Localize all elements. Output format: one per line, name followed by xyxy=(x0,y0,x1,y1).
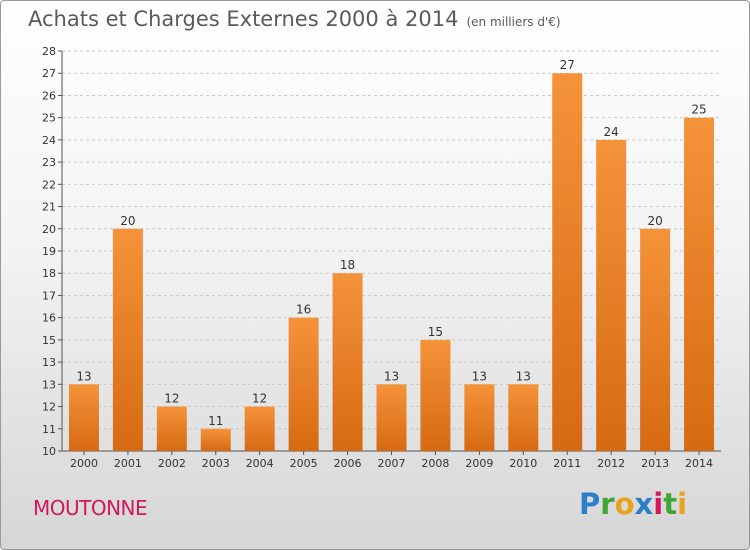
bar-value-label: 11 xyxy=(208,414,223,428)
y-tick-label: 17 xyxy=(42,289,56,302)
bar xyxy=(376,384,407,451)
bar-value-label: 20 xyxy=(647,214,662,228)
bar-value-label: 12 xyxy=(252,392,267,406)
bar xyxy=(68,384,99,451)
bar-value-label: 13 xyxy=(472,369,487,383)
x-tick-label: 2003 xyxy=(202,457,230,470)
y-tick-label: 11 xyxy=(42,423,56,436)
bar-value-label: 13 xyxy=(384,369,399,383)
logo-letter: o xyxy=(614,487,635,521)
bar-value-label: 16 xyxy=(296,303,311,317)
x-tick-label: 2010 xyxy=(509,457,537,470)
y-tick-label: 22 xyxy=(42,178,56,191)
x-tick-label: 2000 xyxy=(70,457,98,470)
chart-title-text: Achats et Charges Externes 2000 à 2014 xyxy=(28,7,459,31)
y-tick-label: 10 xyxy=(42,445,56,458)
y-tick-label: 13 xyxy=(42,378,56,391)
bar xyxy=(508,384,539,451)
bar xyxy=(288,317,319,451)
y-tick-label: 20 xyxy=(42,223,56,236)
bar xyxy=(684,117,715,452)
y-tick-label: 15 xyxy=(42,334,56,347)
x-tick-label: 2012 xyxy=(597,457,625,470)
logo-letter: i xyxy=(677,487,688,521)
y-tick-label: 26 xyxy=(42,89,56,102)
x-tick-label: 2008 xyxy=(421,457,449,470)
x-tick-label: 2007 xyxy=(378,457,406,470)
bar-value-label: 24 xyxy=(604,125,619,139)
x-tick-label: 2002 xyxy=(158,457,186,470)
bar xyxy=(156,406,187,451)
logo-letter: t xyxy=(663,487,678,521)
chart-title: Achats et Charges Externes 2000 à 2014 (e… xyxy=(28,7,561,31)
bar-value-label: 15 xyxy=(428,325,443,339)
bar-value-label: 13 xyxy=(516,369,531,383)
x-tick-label: 2006 xyxy=(334,457,362,470)
bar xyxy=(552,73,583,451)
bar xyxy=(464,384,495,451)
bar-value-label: 27 xyxy=(560,58,575,72)
bar xyxy=(200,428,231,451)
bar xyxy=(244,406,275,451)
logo-letter: r xyxy=(600,487,615,521)
x-tick-label: 2004 xyxy=(246,457,274,470)
commune-name: MOUTONNE xyxy=(33,496,148,520)
y-tick-label: 19 xyxy=(42,245,56,258)
bar-value-label: 25 xyxy=(691,103,706,117)
bar xyxy=(112,228,143,451)
y-tick-label: 21 xyxy=(42,201,56,214)
bar xyxy=(596,139,627,451)
logo-letter: P xyxy=(579,487,601,521)
x-tick-label: 2001 xyxy=(114,457,142,470)
bar-value-label: 20 xyxy=(120,214,135,228)
y-tick-label: 13 xyxy=(42,356,56,369)
y-tick-label: 24 xyxy=(42,134,56,147)
y-tick-label: 27 xyxy=(42,67,56,80)
x-tick-label: 2009 xyxy=(465,457,493,470)
chart-unit: (en milliers d'€) xyxy=(466,15,561,29)
x-tick-label: 2005 xyxy=(290,457,318,470)
y-tick-label: 25 xyxy=(42,112,56,125)
proxiti-logo[interactable]: Proxiti xyxy=(579,487,687,521)
y-tick-label: 18 xyxy=(42,267,56,280)
x-tick-label: 2013 xyxy=(641,457,669,470)
bar-value-label: 18 xyxy=(340,258,355,272)
logo-letter: i xyxy=(653,487,664,521)
y-tick-label: 28 xyxy=(42,45,56,58)
x-tick-label: 2011 xyxy=(553,457,581,470)
bar xyxy=(420,339,451,451)
bar-value-label: 12 xyxy=(164,392,179,406)
y-tick-label: 23 xyxy=(42,156,56,169)
y-tick-label: 16 xyxy=(42,312,56,325)
y-tick-label: 12 xyxy=(42,401,56,414)
x-tick-label: 2014 xyxy=(685,457,713,470)
logo-letter: x xyxy=(634,487,654,521)
bar-value-label: 13 xyxy=(76,369,91,383)
bar xyxy=(640,228,671,451)
bar xyxy=(332,273,363,451)
